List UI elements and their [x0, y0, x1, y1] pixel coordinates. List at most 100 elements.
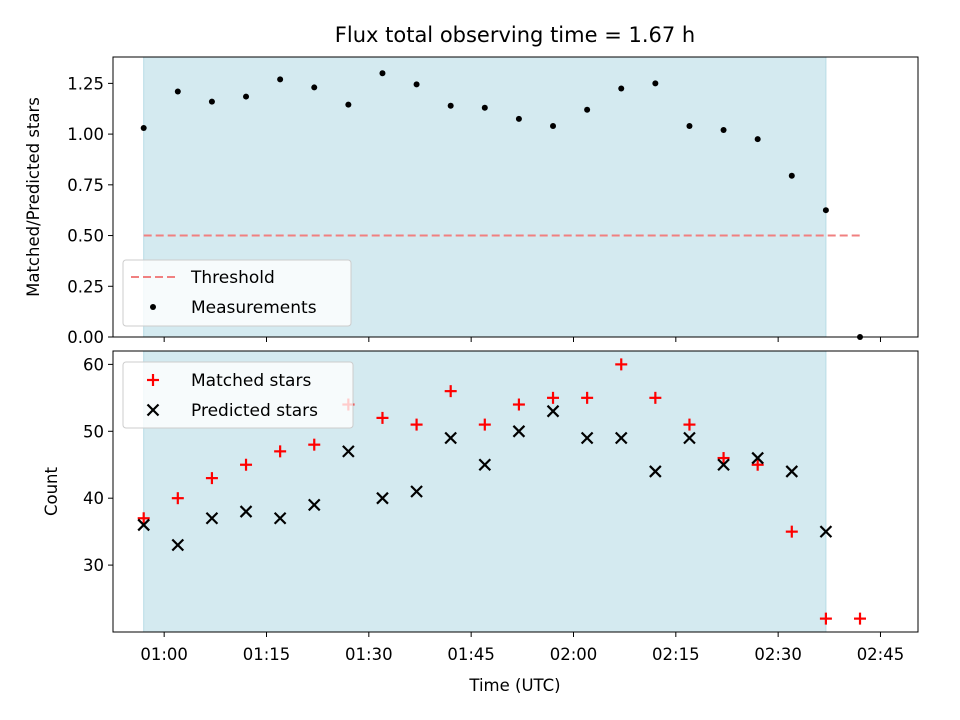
predicted-star-point [717, 458, 730, 472]
matched-star-point [615, 358, 628, 371]
x-tick-label: 02:00 [550, 645, 598, 664]
matched-star-point [410, 418, 423, 431]
predicted-star-point [649, 465, 662, 478]
matched-star-point [308, 438, 321, 451]
matched-star-point [274, 445, 287, 458]
y-tick-label: 0.25 [67, 277, 104, 296]
measurement-point [277, 76, 284, 83]
y-tick-label: 40 [83, 489, 104, 508]
y-tick-label: 1.00 [67, 125, 104, 144]
ratio-legend: Threshold Measurements [122, 259, 352, 327]
predicted-star-point [410, 485, 423, 498]
count-x-axis-ticks: 01:00 01:15 01:30 01:45 02:00 02:15 02:30 02:45 [140, 632, 904, 664]
measurement-point [584, 106, 591, 113]
matched-star-point [547, 391, 560, 404]
x-tick-label: 02:15 [652, 645, 700, 664]
matched-star-point [478, 418, 491, 431]
ratio-axes-frame [112, 56, 919, 338]
predicted-star-point [171, 538, 185, 552]
y-tick-label: 1.25 [67, 74, 104, 93]
predicted-star-point [273, 511, 287, 525]
predicted-star-point [137, 518, 150, 532]
ratio-y-axis-ticks: 0.00 0.25 0.50 0.75 1.00 1.25 [67, 74, 113, 347]
measurement-point [686, 122, 693, 129]
x-tick-label: 01:00 [140, 645, 188, 664]
legend-matched-label: Matched stars [191, 371, 311, 391]
matched-star-point [649, 391, 662, 404]
measurement-point [788, 172, 795, 179]
predicted-star-point [785, 465, 799, 478]
legend-predicted-label: Predicted stars [191, 401, 318, 421]
count-legend-box [122, 361, 354, 429]
y-tick-label: 0.50 [67, 227, 104, 246]
measurement-points [140, 70, 864, 340]
predicted-stars-points [137, 404, 833, 552]
predicted-star-point [580, 431, 594, 445]
matched-star-point [171, 492, 184, 505]
matched-star-point [444, 385, 457, 398]
ratio-panel: 0.00 0.25 0.50 0.75 1.00 1.25 Matched/Predict… [24, 56, 919, 347]
measurement-point [174, 88, 181, 95]
x-tick-label: 01:15 [243, 645, 291, 664]
count-y-axis-ticks: 30 40 50 60 [83, 355, 113, 575]
measurement-point [515, 115, 522, 122]
measurement-point [243, 93, 250, 100]
matched-star-point [581, 391, 594, 404]
predicted-star-point [307, 498, 321, 512]
legend-predicted-swatch [146, 403, 160, 417]
measurement-point [550, 122, 557, 129]
x-axis-label: Time (UTC) [468, 676, 560, 695]
predicted-star-point [376, 491, 389, 505]
x-tick-label: 01:30 [345, 645, 393, 664]
ratio-legend-box [122, 259, 352, 327]
y-tick-label: 0.75 [67, 176, 104, 195]
predicted-star-point [819, 525, 833, 538]
figure-title: Flux total observing time = 1.67 h [335, 23, 695, 47]
x-tick-label: 01:45 [447, 645, 495, 664]
measurement-point [447, 102, 454, 109]
predicted-star-point [444, 431, 457, 445]
legend-matched-swatch [147, 374, 159, 386]
y-tick-label: 60 [83, 355, 104, 374]
count-y-axis-label: Count [42, 466, 61, 516]
matched-star-point [683, 418, 696, 431]
measurement-point [822, 207, 829, 214]
measurement-point [754, 136, 761, 143]
legend-plus-marker [147, 374, 159, 386]
matched-star-point [854, 612, 867, 625]
predicted-star-point [512, 425, 526, 438]
measurement-point [481, 104, 488, 111]
predicted-star-point [205, 511, 219, 525]
ratio-y-axis-label: Matched/Predicted stars [24, 97, 43, 297]
measurement-point [208, 98, 215, 105]
measurement-point [311, 84, 318, 91]
matched-star-point [137, 512, 150, 525]
matched-star-point [785, 525, 798, 538]
count-legend: Matched stars Predicted stars [122, 361, 354, 429]
matched-star-point [512, 398, 525, 411]
y-tick-label: 0.00 [67, 328, 104, 347]
matched-star-point [751, 458, 764, 471]
count-axes-frame [112, 350, 919, 633]
measurement-point [345, 101, 352, 108]
predicted-star-point [614, 431, 628, 445]
legend-threshold-label: Threshold [190, 268, 275, 288]
y-tick-label: 50 [83, 422, 104, 441]
legend-measurements-label: Measurements [191, 298, 317, 318]
matched-star-point [240, 458, 253, 471]
measurement-point [379, 70, 386, 77]
matched-star-point [717, 452, 730, 465]
matched-star-point [205, 472, 218, 485]
predicted-star-point [478, 458, 492, 472]
measurement-point [413, 81, 420, 88]
y-tick-label: 30 [83, 556, 104, 575]
legend-measurements-swatch [150, 304, 156, 310]
predicted-star-point [546, 404, 560, 418]
measurement-point [720, 127, 727, 134]
predicted-star-point [683, 431, 696, 445]
measurement-point [652, 80, 659, 87]
matched-star-point [819, 612, 832, 625]
measurement-point [140, 125, 147, 132]
